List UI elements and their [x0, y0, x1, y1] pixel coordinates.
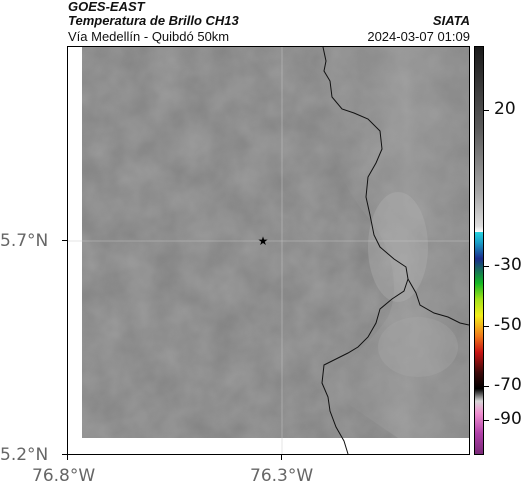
org-label: SIATA [432, 13, 470, 28]
department-boundary [321, 47, 409, 454]
lon-tick-label: 76.3°W [250, 466, 314, 486]
product-title: Temperatura de Brillo CH13 [68, 13, 239, 28]
colorbar-label: -70 [494, 375, 522, 395]
satellite-map[interactable]: ★ [67, 46, 470, 455]
satellite-title: GOES-EAST [68, 0, 145, 14]
department-boundary-east [407, 278, 469, 326]
region-subtitle: Vía Medellín - Quibdó 50km [68, 29, 230, 44]
lat-tick-label: 5.7°N [0, 231, 49, 251]
colorbar-label: -50 [494, 315, 522, 335]
colorbar-label: -90 [494, 409, 522, 429]
lat-tick-label: 5.2°N [0, 445, 49, 465]
map-canvas: ★ [68, 47, 469, 454]
colorbar [474, 46, 484, 455]
datetime-label: 2024-03-07 01:09 [367, 29, 470, 44]
lon-tick-label: 76.8°W [32, 466, 96, 486]
colorbar-label: -30 [494, 255, 522, 275]
colorbar-label: 20 [494, 99, 516, 119]
star-icon: ★ [258, 234, 269, 248]
